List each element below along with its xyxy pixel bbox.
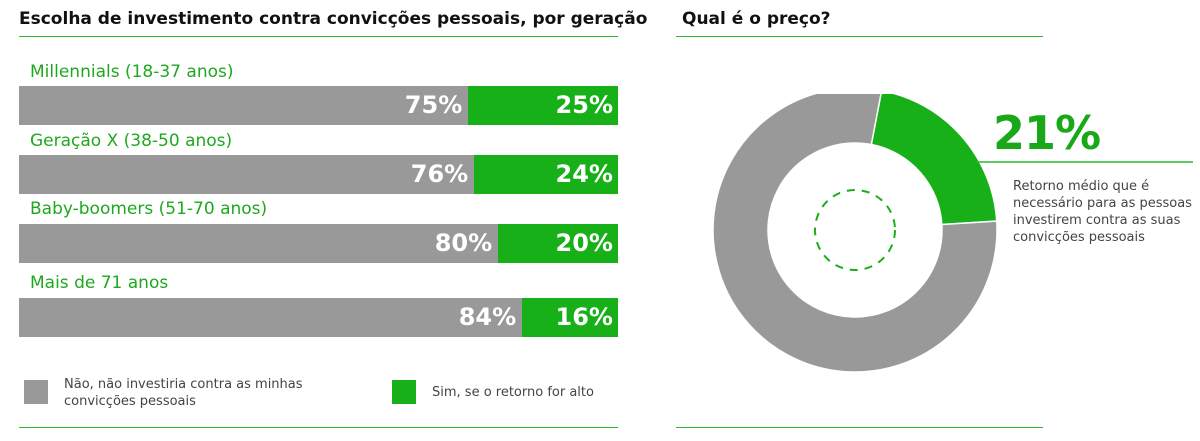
bar-segment-yes: 20% <box>498 224 618 263</box>
data-label: 76% <box>410 160 469 188</box>
category-label: Millennials (18-37 anos) <box>30 62 234 82</box>
data-label: 24% <box>555 160 613 188</box>
bar-segment-no: 84% <box>19 298 523 337</box>
bar-segment-yes: 25% <box>468 86 618 125</box>
data-label: 80% <box>434 229 493 257</box>
callout-percentage: 21% <box>993 106 1101 160</box>
chart-title-generation: Escolha de investimento contra convicçõe… <box>19 9 648 29</box>
legend-label-yes: Sim, se o retorno for alto <box>432 385 594 400</box>
data-label: 25% <box>555 91 613 119</box>
legend-swatch-yes <box>392 380 416 404</box>
bar-segment-no: 80% <box>19 224 499 263</box>
bar-segment-yes: 16% <box>522 298 618 337</box>
legend-label-no: Não, não investiria contra as minhas con… <box>64 376 303 410</box>
top-divider-left <box>19 36 618 37</box>
donut-chart <box>712 94 998 373</box>
category-label: Baby-boomers (51-70 anos) <box>30 199 268 219</box>
data-label: 75% <box>404 91 463 119</box>
category-label: Geração X (38-50 anos) <box>30 131 233 151</box>
data-label: 20% <box>555 229 613 257</box>
chart-title-price: Qual é o preço? <box>682 9 831 29</box>
stacked-bar: 84% 16% <box>19 298 618 337</box>
bar-segment-no: 76% <box>19 155 475 194</box>
category-label: Mais de 71 anos <box>30 273 169 293</box>
bottom-divider-left <box>19 427 618 428</box>
bottom-divider-right <box>676 427 1043 428</box>
callout-description: Retorno médio que é necessário para as p… <box>1013 179 1192 245</box>
bar-segment-no: 75% <box>19 86 469 125</box>
stacked-bar: 80% 20% <box>19 224 618 263</box>
dashed-center-circle <box>814 189 896 271</box>
bar-segment-yes: 24% <box>474 155 618 194</box>
stacked-bar: 76% 24% <box>19 155 618 194</box>
top-divider-right <box>676 36 1043 37</box>
stacked-bar: 75% 25% <box>19 86 618 125</box>
legend-swatch-no <box>24 380 48 404</box>
legend-label-no-line1: Não, não investiria contra as minhas <box>64 377 303 392</box>
data-label: 84% <box>458 303 517 331</box>
data-label: 16% <box>555 303 613 331</box>
legend-label-no-line2: convicções pessoais <box>64 394 196 409</box>
donut-slice-rest <box>712 94 998 373</box>
